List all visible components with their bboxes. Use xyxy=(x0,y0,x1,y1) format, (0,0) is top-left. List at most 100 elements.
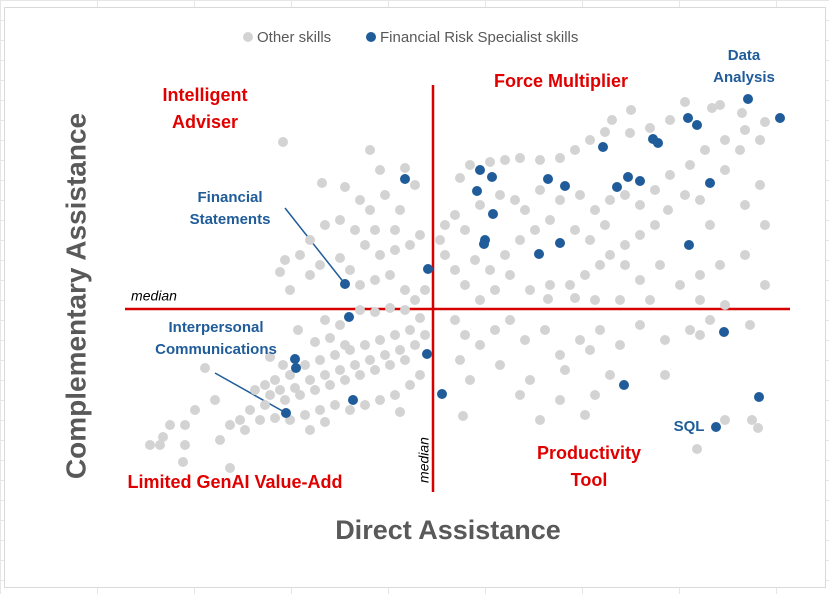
other-skill-point xyxy=(300,410,310,420)
other-skill-point xyxy=(555,350,565,360)
other-skill-point xyxy=(395,205,405,215)
other-skill-point xyxy=(415,313,425,323)
other-skill-point xyxy=(400,163,410,173)
other-skill-point xyxy=(485,265,495,275)
other-skill-point xyxy=(385,270,395,280)
other-skill-point xyxy=(495,360,505,370)
other-skill-point xyxy=(315,355,325,365)
other-skill-point xyxy=(540,325,550,335)
other-skill-point xyxy=(240,425,250,435)
leader-line xyxy=(284,207,346,285)
other-skill-point xyxy=(435,235,445,245)
other-skill-point xyxy=(650,185,660,195)
other-skill-point xyxy=(535,185,545,195)
other-skill-point xyxy=(635,200,645,210)
other-skill-point xyxy=(720,135,730,145)
other-skill-point xyxy=(225,463,235,473)
other-skill-point xyxy=(740,250,750,260)
other-skill-point xyxy=(325,380,335,390)
other-skill-point xyxy=(375,250,385,260)
other-skill-point xyxy=(250,385,260,395)
other-skill-point xyxy=(270,375,280,385)
specialist-skill-point xyxy=(612,182,622,192)
other-skill-point xyxy=(705,220,715,230)
other-skill-point xyxy=(285,285,295,295)
other-skill-point xyxy=(745,320,755,330)
other-skill-point xyxy=(390,225,400,235)
other-skill-point xyxy=(505,270,515,280)
other-skill-point xyxy=(420,285,430,295)
other-skill-point xyxy=(270,413,280,423)
other-skill-point xyxy=(275,385,285,395)
other-skill-point xyxy=(310,385,320,395)
other-skill-point xyxy=(475,340,485,350)
other-skill-point xyxy=(580,270,590,280)
other-skill-point xyxy=(405,325,415,335)
other-skill-point xyxy=(535,415,545,425)
other-skill-point xyxy=(607,115,617,125)
other-skill-point xyxy=(520,335,530,345)
other-skill-point xyxy=(620,190,630,200)
other-skill-point xyxy=(360,340,370,350)
other-skill-point xyxy=(440,220,450,230)
other-skill-point xyxy=(355,280,365,290)
other-skill-point xyxy=(585,235,595,245)
other-skill-point xyxy=(305,235,315,245)
specialist-skill-point xyxy=(534,249,544,259)
other-skill-point xyxy=(490,285,500,295)
other-skill-point xyxy=(680,190,690,200)
quadrant-label: Tool xyxy=(571,470,608,490)
other-skill-point xyxy=(365,145,375,155)
other-skill-point xyxy=(178,457,188,467)
other-skill-point xyxy=(365,205,375,215)
other-skill-point xyxy=(760,280,770,290)
other-skill-point xyxy=(458,411,468,421)
other-skill-point xyxy=(595,325,605,335)
other-skill-point xyxy=(570,145,580,155)
other-skill-point xyxy=(395,407,405,417)
other-skill-point xyxy=(450,265,460,275)
other-skill-point xyxy=(600,127,610,137)
other-skill-point xyxy=(685,325,695,335)
specialist-skill-point xyxy=(711,422,721,432)
other-skill-point xyxy=(285,370,295,380)
other-skill-point xyxy=(355,370,365,380)
other-skill-point xyxy=(525,285,535,295)
other-skill-point xyxy=(455,355,465,365)
other-skill-point xyxy=(278,360,288,370)
other-skill-point xyxy=(692,444,702,454)
other-skill-point xyxy=(760,220,770,230)
other-skill-point xyxy=(626,105,636,115)
other-skill-point xyxy=(345,265,355,275)
other-skill-point xyxy=(600,220,610,230)
other-skill-point xyxy=(155,440,165,450)
other-skill-point xyxy=(293,325,303,335)
other-skill-point xyxy=(340,375,350,385)
specialist-skill-point xyxy=(598,142,608,152)
other-skill-point xyxy=(460,280,470,290)
other-skill-point xyxy=(365,355,375,365)
legend-label: Other skills xyxy=(257,29,331,46)
median-label: median xyxy=(416,437,432,483)
other-skill-point xyxy=(370,307,380,317)
other-skill-point xyxy=(555,395,565,405)
other-skill-point xyxy=(585,345,595,355)
other-skill-point xyxy=(360,240,370,250)
other-skill-point xyxy=(565,280,575,290)
other-skill-point xyxy=(545,215,555,225)
other-skill-point xyxy=(500,155,510,165)
other-skill-point xyxy=(625,128,635,138)
other-skill-point xyxy=(475,200,485,210)
other-skill-point xyxy=(385,303,395,313)
other-skill-point xyxy=(515,235,525,245)
specialist-skill-point xyxy=(719,327,729,337)
other-skill-point xyxy=(395,345,405,355)
other-skill-point xyxy=(410,180,420,190)
other-skill-point xyxy=(340,340,350,350)
specialist-skill-point xyxy=(344,312,354,322)
specialist-skill-point xyxy=(543,174,553,184)
other-skill-point xyxy=(350,360,360,370)
other-skill-point xyxy=(760,117,770,127)
other-skill-point xyxy=(340,182,350,192)
specialist-skill-point xyxy=(472,186,482,196)
